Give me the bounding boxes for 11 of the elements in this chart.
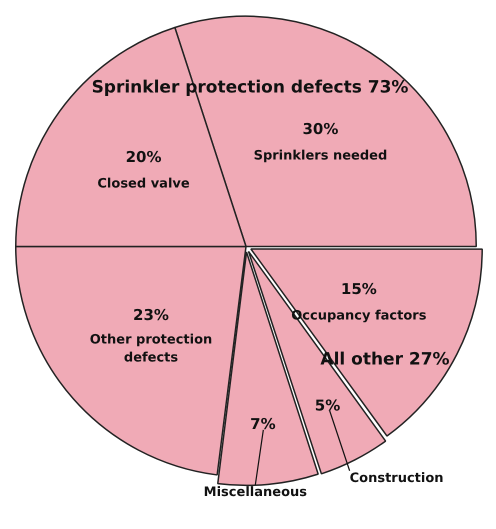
slice-label: Other protection defects	[90, 332, 212, 366]
data-label: 15%	[340, 280, 377, 298]
data-label: 30%	[302, 120, 338, 138]
slice-label: Closed valve	[97, 176, 190, 192]
slice-label: Construction	[350, 471, 444, 486]
data-label: 5%	[314, 396, 340, 414]
slice-label: Sprinklers needed	[254, 148, 388, 164]
data-label: 23%	[133, 306, 169, 324]
data-label: 20%	[126, 148, 162, 166]
data-label: 7%	[250, 415, 276, 434]
slice-label: Miscellaneous	[204, 485, 308, 500]
